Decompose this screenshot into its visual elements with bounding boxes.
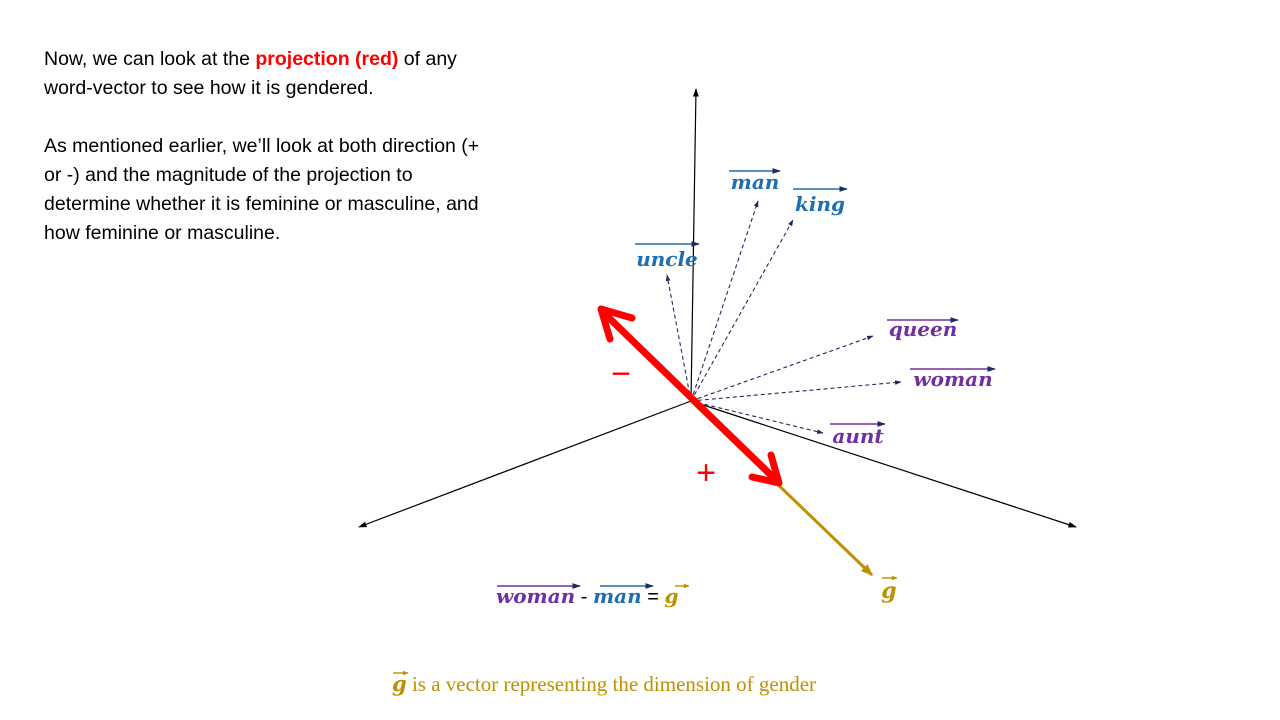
label-g: g [881, 575, 898, 604]
projection-arrow [597, 305, 783, 487]
caption: g is a vector representing the dimension… [392, 670, 816, 696]
arrow-aunt [690, 400, 824, 434]
svg-text:queen: queen [889, 317, 958, 341]
plus-sign: + [696, 454, 716, 492]
arrow-woman [690, 380, 902, 402]
label-aunt: aunt [830, 421, 886, 448]
vector-labels: man king uncle queen woman aunt g [635, 168, 996, 604]
intro-text-before: Now, we can look at the [44, 48, 256, 70]
word-vector-arrows [665, 200, 902, 434]
svg-text:man: man [731, 170, 780, 194]
label-queen: queen [887, 317, 959, 341]
explanation-paragraph: As mentioned earlier, we’ll look at both… [44, 135, 480, 244]
label-king: king [793, 186, 848, 216]
minus-sign: − [611, 355, 631, 393]
intro-paragraph: Now, we can look at the projection (red)… [44, 45, 484, 103]
svg-text:king: king [795, 192, 845, 216]
label-uncle: uncle [635, 241, 700, 271]
intro-text-after: of any word-vector to see how it is gend… [44, 48, 457, 99]
svg-text:woman: woman [913, 367, 992, 391]
caption-text: is a vector representing the dimension o… [407, 672, 816, 696]
x-axis-left [358, 400, 692, 528]
y-axis [690, 88, 699, 402]
projection-arrowhead-negative [597, 305, 636, 343]
arrow-uncle [665, 274, 692, 402]
projection-highlight: projection (red) [255, 48, 399, 70]
projection-arrowhead-positive [748, 451, 783, 487]
axes [358, 88, 1077, 528]
label-woman: woman [910, 366, 996, 391]
svg-text:uncle: uncle [636, 247, 698, 271]
equation: woman - man = g [496, 583, 690, 608]
svg-text:aunt: aunt [832, 424, 884, 448]
arrow-queen [690, 335, 874, 402]
x-axis-right [690, 400, 1077, 528]
svg-text:woman - man = g: woman - man = g [496, 584, 678, 608]
caption-g: g [392, 671, 407, 696]
arrow-man [690, 200, 759, 402]
equation-g: g [664, 584, 678, 608]
svg-text:g: g [881, 578, 896, 604]
equation-equals: = [642, 586, 665, 608]
svg-text:g is a vector representing the: g is a vector representing the dimension… [392, 671, 816, 696]
equation-man: man [593, 584, 642, 608]
equation-woman: woman [496, 584, 575, 608]
label-man: man [729, 168, 781, 194]
equation-minus: - [575, 586, 593, 608]
